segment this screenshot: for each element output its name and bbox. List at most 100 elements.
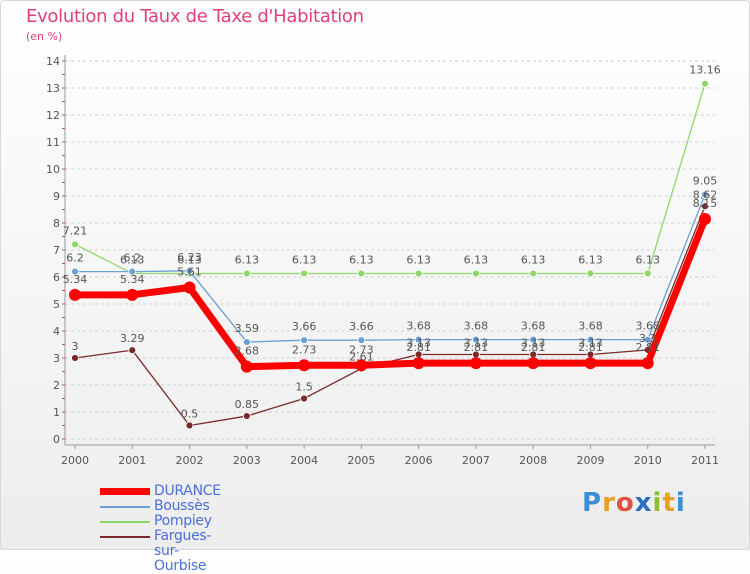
data-label: 8.15 <box>693 197 718 210</box>
data-label: 3.66 <box>292 320 317 333</box>
x-tick-label: 2009 <box>576 454 604 467</box>
data-point <box>71 267 79 276</box>
y-tick-label: 0 <box>53 433 60 446</box>
data-label: 6.13 <box>464 253 489 266</box>
data-labels: 7.21 6.13 6.13 6.13 6.13 6.13 6.13 6.13 6.13 6.13… <box>63 64 721 421</box>
series-lines <box>69 79 711 430</box>
data-label: 1.5 <box>295 381 313 394</box>
data-label: 13.16 <box>689 64 721 77</box>
data-label: 3.29 <box>120 332 145 345</box>
data-label: 3.13 <box>406 336 431 349</box>
x-tick-label: 2007 <box>462 454 490 467</box>
data-label: 2.61 <box>349 351 374 364</box>
data-label: 2.81 <box>521 341 546 354</box>
data-point <box>472 335 480 344</box>
data-point <box>185 421 194 430</box>
legend-swatch <box>100 521 150 523</box>
y-tick-label: 3 <box>53 352 60 365</box>
data-label: 6.23 <box>177 251 202 264</box>
data-label: 2.73 <box>292 343 317 356</box>
series-line <box>74 83 706 275</box>
data-point <box>71 240 79 249</box>
legend-swatch <box>100 536 150 538</box>
data-point <box>300 269 308 278</box>
data-point <box>128 346 137 355</box>
data-label: 6.13 <box>349 253 374 266</box>
data-point <box>414 269 423 278</box>
data-label: 2.68 <box>235 345 260 358</box>
data-point <box>529 269 538 278</box>
legend-label: Fargues-sur-Ourbise <box>154 528 212 574</box>
y-tick-label: 10 <box>46 163 60 176</box>
data-label: 6.13 <box>406 253 431 266</box>
data-label: 3.68 <box>521 320 546 333</box>
data-point <box>355 359 368 372</box>
data-point <box>242 269 251 278</box>
y-tick-label: 2 <box>53 379 60 392</box>
data-label: 3.68 <box>578 320 603 333</box>
data-label: 2.81 <box>635 341 660 354</box>
data-point <box>469 357 482 370</box>
x-tick-label: 2006 <box>405 454 433 467</box>
series-line <box>74 205 706 427</box>
data-point <box>300 394 308 403</box>
data-point <box>240 360 253 373</box>
x-tick-label: 2002 <box>176 454 204 467</box>
data-label: 6.2 <box>124 252 142 265</box>
grid-lines <box>65 60 715 440</box>
data-label: 5.34 <box>63 273 88 286</box>
data-label: 3.3 <box>639 332 657 345</box>
data-point <box>701 202 709 211</box>
data-label: 3.59 <box>235 322 260 335</box>
data-label: 3.68 <box>635 320 660 333</box>
data-point <box>300 336 308 345</box>
x-tick-label: 2005 <box>347 454 375 467</box>
y-tick-label: 6 <box>53 271 60 284</box>
data-point <box>586 335 595 344</box>
data-point <box>183 281 196 294</box>
data-label: 6.13 <box>292 253 317 266</box>
data-label: 6.13 <box>578 253 603 266</box>
data-point <box>643 269 652 278</box>
x-tick-label: 2011 <box>691 454 719 467</box>
x-tick-label: 2010 <box>634 454 662 467</box>
data-label: 2.81 <box>406 341 431 354</box>
data-label: 2.81 <box>464 341 489 354</box>
legend-label: Boussès <box>154 498 210 514</box>
y-tick-label: 14 <box>46 55 60 68</box>
data-label: 8.62 <box>693 188 718 201</box>
data-label: 9.05 <box>693 175 718 188</box>
legend-swatch <box>100 488 150 495</box>
data-label: 6.13 <box>177 253 202 266</box>
x-tick-label: 2004 <box>290 454 318 467</box>
data-point <box>527 357 540 370</box>
data-point <box>298 359 311 372</box>
y-tick-label: 13 <box>46 82 60 95</box>
data-point <box>584 357 597 370</box>
data-label: 3.13 <box>521 336 546 349</box>
x-tick-label: 2008 <box>519 454 547 467</box>
data-label: 3.68 <box>464 320 489 333</box>
data-label: 5.61 <box>177 266 202 279</box>
data-label: 3.66 <box>349 320 374 333</box>
y-tick-label: 7 <box>53 244 60 257</box>
data-label: 6.2 <box>66 252 84 265</box>
x-tick-label: 2003 <box>233 454 261 467</box>
data-label: 6.13 <box>235 253 260 266</box>
chart-subtitle: (en %) <box>26 30 63 43</box>
data-point <box>357 269 366 278</box>
data-label: 2.73 <box>349 343 374 356</box>
data-label: 0.85 <box>235 398 260 411</box>
data-label: 3.13 <box>464 336 489 349</box>
data-point <box>242 338 251 346</box>
data-label: 7.21 <box>63 224 88 237</box>
data-point <box>529 335 538 344</box>
data-point <box>701 190 709 199</box>
data-point <box>586 269 595 278</box>
data-point <box>701 79 709 88</box>
y-tick-label: 4 <box>53 325 60 338</box>
y-tick-label: 12 <box>46 109 60 122</box>
y-tick-label: 8 <box>53 217 60 230</box>
